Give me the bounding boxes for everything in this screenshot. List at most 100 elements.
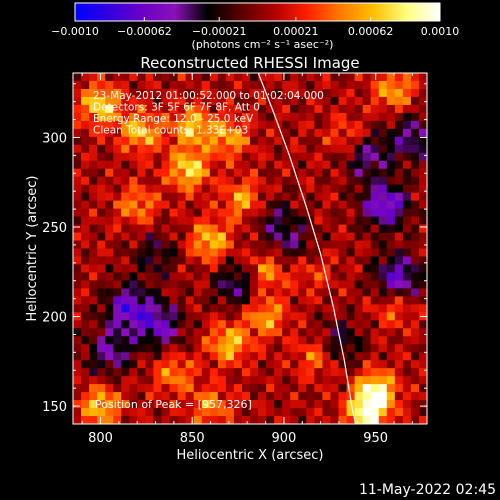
heatmap-cell bbox=[129, 280, 138, 289]
heatmap-cell bbox=[241, 280, 251, 289]
heatmap-cell bbox=[185, 336, 195, 345]
heatmap-cell bbox=[73, 104, 82, 114]
heatmap-cell bbox=[386, 376, 396, 385]
heatmap-cell bbox=[113, 88, 122, 98]
heatmap-cell bbox=[225, 256, 235, 266]
heatmap-cell bbox=[177, 328, 187, 337]
heatmap-cell bbox=[233, 248, 243, 258]
heatmap-cell bbox=[121, 240, 130, 250]
heatmap-cell bbox=[129, 184, 138, 194]
heatmap-cell bbox=[402, 416, 412, 424]
heatmap-cell bbox=[354, 232, 364, 242]
heatmap-cell bbox=[338, 336, 348, 345]
heatmap-cell bbox=[378, 312, 388, 321]
heatmap-cell bbox=[298, 73, 307, 82]
heatmap-cell bbox=[225, 88, 235, 98]
heatmap-cell bbox=[153, 184, 163, 194]
heatmap-cell bbox=[386, 328, 396, 337]
heatmap-cell bbox=[97, 96, 106, 106]
heatmap-cell bbox=[266, 224, 275, 234]
heatmap-cell bbox=[121, 160, 130, 170]
heatmap-cell bbox=[73, 288, 82, 297]
heatmap-cell bbox=[362, 296, 372, 305]
heatmap-cell bbox=[129, 384, 138, 393]
heatmap-cell bbox=[386, 408, 396, 417]
heatmap-cell bbox=[105, 96, 114, 106]
heatmap-cell bbox=[266, 376, 275, 385]
heatmap-cell bbox=[193, 112, 203, 122]
heatmap-cell bbox=[410, 208, 420, 218]
heatmap-cell bbox=[105, 296, 114, 305]
heatmap-cell bbox=[105, 73, 114, 82]
heatmap-cell bbox=[410, 73, 420, 82]
heatmap-cell bbox=[169, 312, 179, 321]
heatmap-cell bbox=[258, 232, 267, 242]
heatmap-cell bbox=[362, 344, 372, 353]
heatmap-cell bbox=[241, 296, 251, 305]
heatmap-cell bbox=[81, 360, 90, 369]
heatmap-cell bbox=[354, 296, 364, 305]
heatmap-cell bbox=[209, 288, 219, 297]
heatmap-cell bbox=[250, 160, 259, 170]
heatmap-cell bbox=[161, 112, 171, 122]
heatmap-cell bbox=[97, 320, 106, 329]
heatmap-cell bbox=[153, 280, 163, 289]
heatmap-cell bbox=[177, 392, 187, 401]
heatmap-cell bbox=[209, 208, 219, 218]
heatmap-cell bbox=[298, 80, 307, 90]
heatmap-cell bbox=[241, 136, 251, 146]
heatmap-cell bbox=[386, 176, 396, 186]
heatmap-cell bbox=[185, 272, 195, 282]
heatmap-cell bbox=[370, 152, 380, 162]
heatmap-cell bbox=[73, 128, 82, 138]
heatmap-cell bbox=[201, 184, 211, 194]
heatmap-cell bbox=[314, 256, 324, 266]
heatmap-cell bbox=[137, 288, 147, 297]
heatmap-cell bbox=[354, 96, 364, 106]
heatmap-cell bbox=[282, 104, 291, 114]
heatmap-cell bbox=[290, 304, 299, 313]
x-axis-label: Heliocentric X (arcsec) bbox=[177, 448, 324, 463]
heatmap-cell bbox=[97, 336, 106, 345]
heatmap-cell bbox=[306, 304, 315, 313]
heatmap-cell bbox=[298, 320, 307, 329]
heatmap-cell bbox=[145, 320, 155, 329]
heatmap-cell bbox=[370, 184, 380, 194]
heatmap-cell bbox=[338, 120, 348, 130]
heatmap-cell bbox=[241, 80, 251, 90]
heatmap-cell bbox=[386, 88, 396, 98]
heatmap-cell bbox=[161, 344, 171, 353]
heatmap-cell bbox=[338, 184, 348, 194]
heatmap-cell bbox=[217, 160, 227, 170]
heatmap-cell bbox=[290, 88, 299, 98]
heatmap-cell bbox=[410, 392, 420, 401]
heatmap-cell bbox=[185, 304, 195, 313]
heatmap-cell bbox=[274, 240, 283, 250]
heatmap-cell bbox=[410, 128, 420, 138]
heatmap-cell bbox=[81, 112, 90, 122]
heatmap-cell bbox=[258, 88, 267, 98]
heatmap-cell bbox=[129, 73, 138, 82]
heatmap-cell bbox=[129, 312, 138, 321]
heatmap-cell bbox=[290, 256, 299, 266]
heatmap-cell bbox=[274, 336, 283, 345]
heatmap-cell bbox=[225, 128, 235, 138]
heatmap-cell bbox=[378, 352, 388, 361]
heatmap-cell bbox=[193, 296, 203, 305]
heatmap-cell bbox=[129, 160, 138, 170]
heatmap-cell bbox=[137, 256, 147, 266]
heatmap-cell bbox=[410, 104, 420, 114]
heatmap-cell bbox=[298, 144, 307, 154]
heatmap-cell bbox=[354, 192, 364, 202]
heatmap-cell bbox=[153, 400, 163, 409]
heatmap-cell bbox=[418, 344, 427, 353]
heatmap-cell bbox=[266, 264, 275, 274]
heatmap-cell bbox=[386, 224, 396, 234]
heatmap-cell bbox=[370, 80, 380, 90]
heatmap-cell bbox=[137, 328, 147, 337]
heatmap-cell bbox=[322, 96, 332, 106]
heatmap-cell bbox=[105, 240, 114, 250]
heatmap-cell bbox=[274, 200, 283, 210]
heatmap-cell bbox=[209, 184, 219, 194]
heatmap-cell bbox=[418, 120, 427, 130]
